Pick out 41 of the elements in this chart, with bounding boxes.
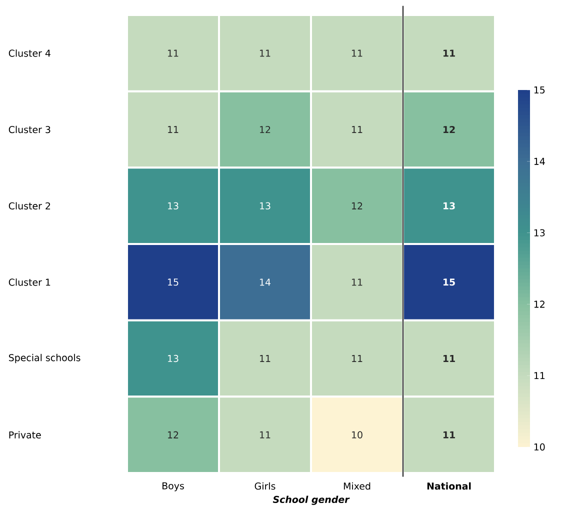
data-label: 13 [443,202,455,210]
data-label: 12 [168,431,178,438]
y-tick-label: Cluster 3 [8,126,50,134]
color-bar-label: 14 [534,158,545,165]
data-label: 13 [260,202,270,210]
data-label: 11 [352,50,362,57]
y-tick-label: Cluster 1 [8,278,50,286]
x-axis-title: School gender [272,496,350,505]
data-label: 11 [260,355,270,362]
color-bar-label: 13 [534,229,545,236]
x-tick-label: Mixed [344,482,370,490]
y-tick-label: Cluster 4 [8,50,50,57]
data-label: 15 [168,278,178,286]
data-label: 11 [260,431,270,438]
x-tick-label: Girls [254,482,276,490]
data-label: 12 [443,126,455,134]
data-label: 14 [260,278,271,286]
data-label: 11 [168,50,178,57]
data-label: 13 [168,354,178,362]
color-bar-label: 15 [534,86,545,94]
data-label: 11 [168,126,178,133]
color-bar-label: 10 [534,443,545,451]
y-tick-label: Cluster 2 [8,202,50,210]
data-label: 10 [352,431,362,438]
data-label: 12 [352,202,362,210]
color-bar-label: 11 [534,372,545,380]
data-label: 11 [352,126,362,133]
x-tick-label: Boys [162,482,184,492]
data-label: 15 [443,278,455,286]
y-tick-label: Private [9,431,41,438]
y-tick-label: Special schools [8,354,80,364]
data-label: 11 [352,355,362,362]
color-bar-label: 12 [534,300,544,308]
data-label: 11 [352,278,362,286]
x-tick-label: National [427,482,471,490]
data-label: 12 [260,126,270,134]
data-label: 11 [443,50,455,57]
data-label: 11 [260,50,270,57]
data-label: 11 [443,355,455,362]
data-label: 13 [168,202,178,210]
data-label: 11 [443,431,455,438]
